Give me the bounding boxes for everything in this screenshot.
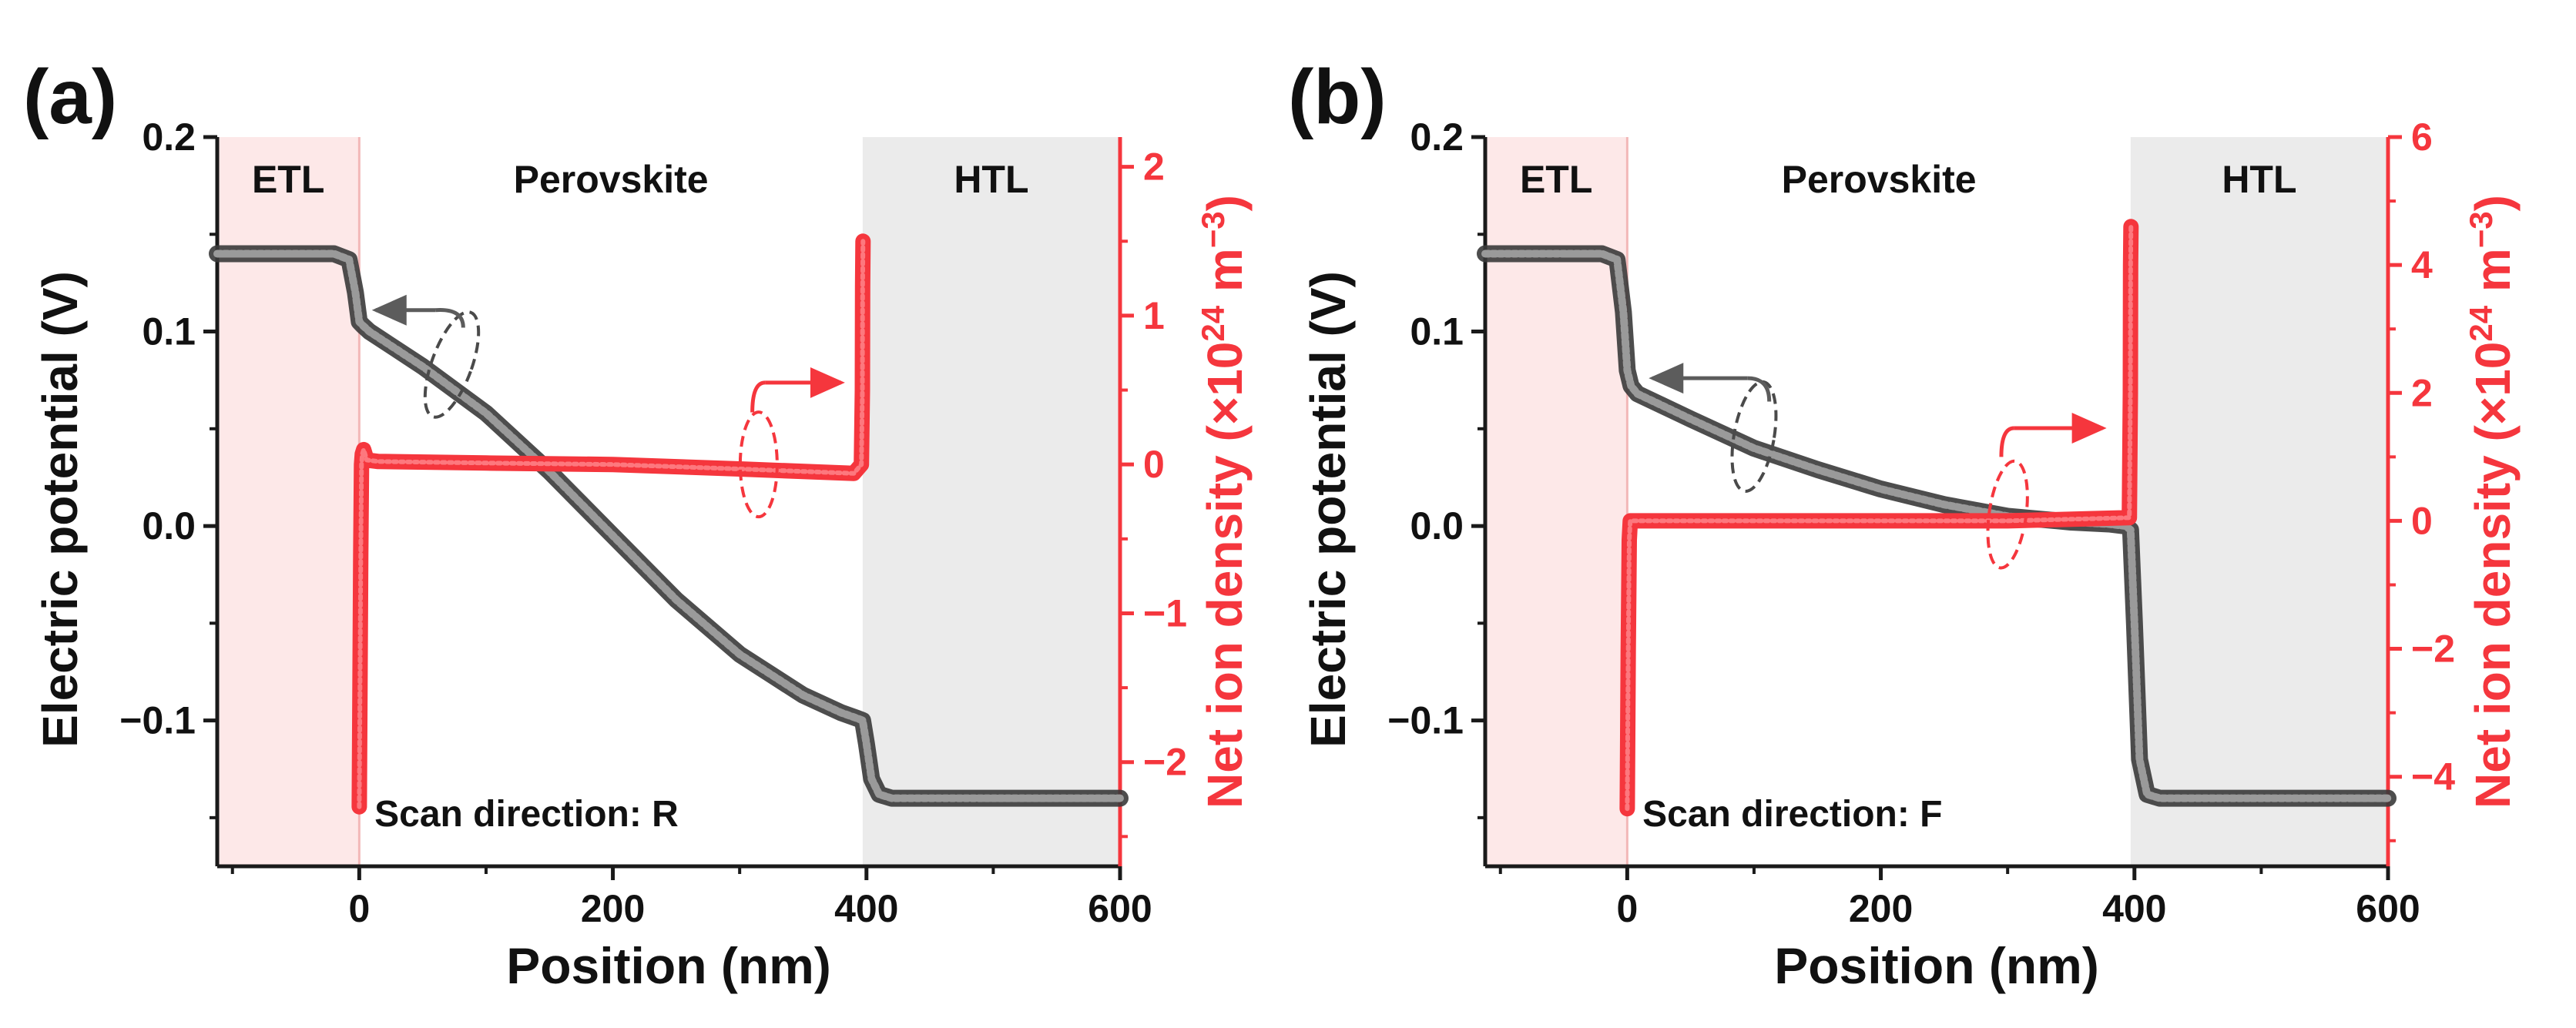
x-axis-title: Position (nm) xyxy=(506,937,831,994)
scan-direction-label: Scan direction: F xyxy=(1642,794,1942,835)
y2-tick-label: 2 xyxy=(1143,146,1165,189)
y2-tick-label: −2 xyxy=(2411,628,2455,671)
ion-arrow-hook xyxy=(1999,426,2014,457)
y2-tick-label: 0 xyxy=(1143,443,1165,486)
potential-curve xyxy=(1481,249,2392,802)
x-tick-label: 0 xyxy=(348,887,370,930)
perovskite-label: Perovskite xyxy=(1782,158,1977,201)
y2-tick-label: 1 xyxy=(1143,294,1165,337)
y2-axis-title: Net ion density (×1024 m−3) xyxy=(1195,195,1253,809)
etl-label: ETL xyxy=(252,158,324,201)
ion-density-curve-highlight xyxy=(1625,224,2134,812)
potential-arrow-hook xyxy=(434,308,465,328)
y-tick-label: 0.2 xyxy=(142,116,196,159)
y2-tick-label: 4 xyxy=(2411,243,2433,286)
x-tick-label: 200 xyxy=(581,887,645,930)
y-axis-title: Electric potential (V) xyxy=(32,271,88,748)
x-tick-label: 0 xyxy=(1616,887,1638,930)
ion-density-curve-highlight xyxy=(357,239,866,809)
ion-ellipse xyxy=(738,410,779,519)
x-tick-label: 600 xyxy=(1088,887,1152,930)
x-axis-title: Position (nm) xyxy=(1774,937,2099,994)
y-tick-label: −0.1 xyxy=(119,699,196,742)
potential-ellipse xyxy=(1730,380,1778,493)
htl-label: HTL xyxy=(954,158,1028,201)
y-tick-label: 0.2 xyxy=(1410,116,1464,159)
panel-a: (a) ETL Perovskite HTL 0 200 400 600 −0.1 0.0 0.1… xyxy=(23,54,1253,994)
x-tick-label: 400 xyxy=(834,887,898,930)
x-tick-label: 400 xyxy=(2102,887,2166,930)
y-tick-label: 0.0 xyxy=(1410,504,1464,547)
htl-region xyxy=(2130,137,2388,866)
x-tick-label: 600 xyxy=(2356,887,2420,930)
potential-curve xyxy=(213,249,1124,802)
perovskite-label: Perovskite xyxy=(514,158,709,201)
x-tick-label: 200 xyxy=(1849,887,1913,930)
y-tick-label: 0.0 xyxy=(142,504,196,547)
y2-axis-title: Net ion density (×1024 m−3) xyxy=(2463,195,2521,809)
y2-tick-label: −2 xyxy=(1143,741,1187,784)
y2-tick-label: 2 xyxy=(2411,371,2433,414)
y2-tick-label: 6 xyxy=(2411,116,2433,159)
y-tick-label: 0.1 xyxy=(1410,310,1464,353)
panel-label-a: (a) xyxy=(23,54,117,140)
y-axis-title: Electric potential (V) xyxy=(1300,271,1356,748)
panel-label-b: (b) xyxy=(1288,54,1387,140)
y2-tick-label: 0 xyxy=(2411,499,2433,542)
htl-label: HTL xyxy=(2222,158,2296,201)
ion-ellipse xyxy=(1986,459,2029,570)
y-tick-label: 0.1 xyxy=(142,310,196,353)
y-tick-label: −0.1 xyxy=(1387,699,1464,742)
potential-ellipse xyxy=(423,310,481,419)
panel-b: (b) ETL Perovskite HTL 0 200 400 600 −0.1 0.0 0.1… xyxy=(1288,54,2521,994)
potential-arrow-hook xyxy=(1747,376,1772,402)
etl-label: ETL xyxy=(1520,158,1592,201)
y2-tick-label: −1 xyxy=(1143,591,1187,635)
ion-arrow-hook xyxy=(750,380,766,413)
htl-region xyxy=(862,137,1120,866)
y2-tick-label: −4 xyxy=(2411,755,2455,799)
scan-direction-label: Scan direction: R xyxy=(374,794,679,835)
